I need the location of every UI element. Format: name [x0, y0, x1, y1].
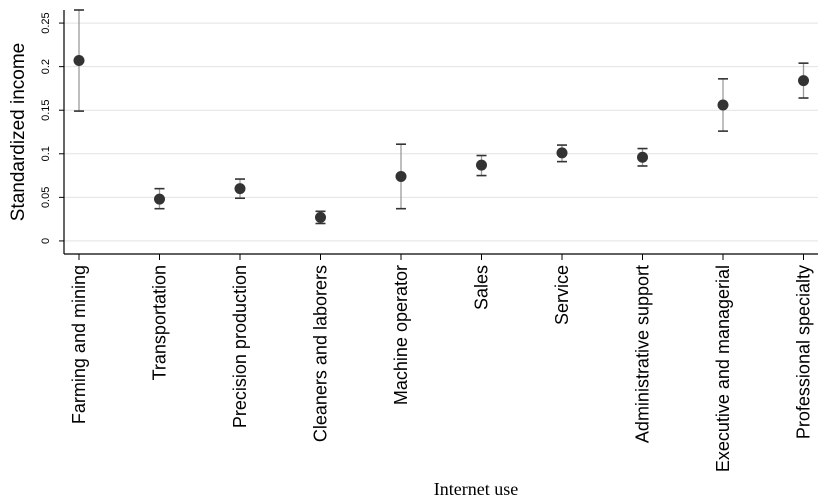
x-tick-label: Service	[552, 265, 572, 325]
data-point	[154, 193, 165, 205]
y-tick-label: 0.25	[40, 12, 52, 33]
y-tick-label: 0.1	[40, 146, 52, 161]
x-tick-label: Transportation	[150, 265, 170, 380]
x-tick-label: Precision production	[230, 265, 250, 428]
x-tick-label: Sales	[472, 265, 492, 310]
data-point	[395, 170, 407, 182]
gridlines	[64, 22, 818, 242]
x-tick-label: Cleaners and laborers	[311, 265, 331, 442]
data-point	[73, 55, 85, 67]
y-ticks: 0 0.05 0.1 0.15 0.2 0.25	[40, 12, 64, 244]
x-tick-label: Machine operator	[391, 265, 411, 405]
y-tick-label: 0.05	[40, 187, 52, 208]
data-point	[234, 183, 246, 195]
data-point	[556, 147, 568, 159]
error-bars	[74, 9, 809, 225]
y-tick-label: 0.15	[40, 100, 52, 121]
data-points	[73, 55, 809, 223]
data-point	[798, 75, 809, 87]
data-point	[476, 159, 487, 171]
x-tick-label: Farming and mining	[69, 265, 89, 424]
x-tick-label: Executive and managerial	[713, 265, 733, 472]
x-ticks: Farming and mining Transportation Precisio…	[69, 254, 814, 472]
y-tick-label: 0	[40, 238, 52, 244]
x-axis-title: Internet use	[434, 479, 518, 498]
y-axis-title: Standardized income	[8, 43, 29, 222]
x-tick-label: Professional specialty	[794, 265, 814, 439]
data-point	[637, 151, 648, 163]
y-tick-label: 0.2	[40, 59, 52, 74]
data-point	[315, 211, 326, 223]
axes	[63, 10, 818, 255]
data-point	[717, 99, 729, 111]
x-tick-label: Administrative support	[633, 265, 653, 443]
